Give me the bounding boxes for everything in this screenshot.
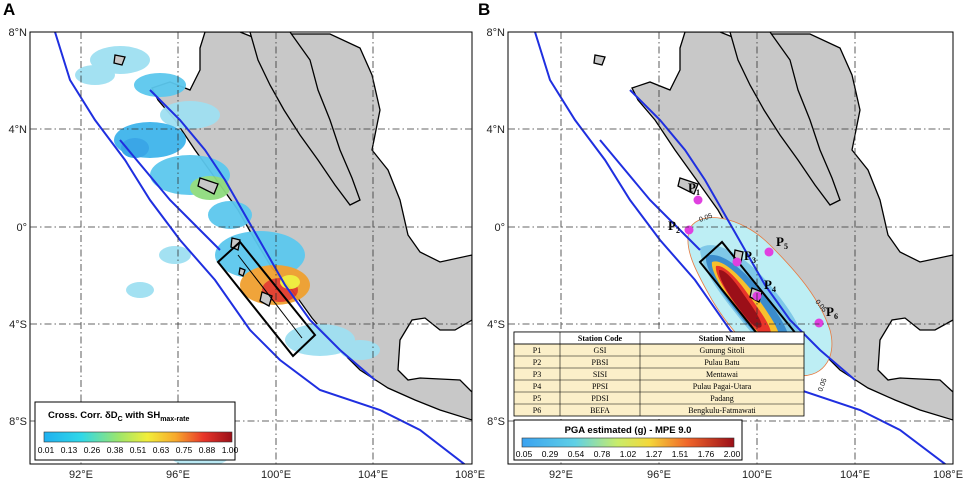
- table-cell: P1: [533, 346, 541, 355]
- lat-label: 8°S: [9, 416, 27, 428]
- table-cell: SISI: [593, 370, 608, 379]
- panel-b-sumatran-fault: [629, 89, 856, 381]
- colorbar-title: PGA estimated (g) - MPE 9.0: [565, 425, 692, 436]
- lon-label: 92°E: [549, 469, 573, 481]
- station-label: P2: [668, 218, 680, 235]
- lat-label: 8°N: [487, 27, 506, 39]
- colorbar-tick: 0.05: [516, 449, 533, 459]
- colorbar-tick: 0.26: [84, 445, 101, 455]
- table-cell: P3: [533, 370, 541, 379]
- colorbar-tick: 0.51: [130, 445, 147, 455]
- station-marker: [693, 195, 703, 205]
- panel-b-letter: B: [478, 0, 491, 19]
- panel-a-mentawai-fault: [119, 139, 221, 251]
- table-cell: BEFA: [590, 406, 610, 415]
- lat-label: 4°S: [487, 319, 505, 331]
- colorbar-title: Cross. Corr. δDC with SHmax-rate: [48, 410, 189, 423]
- station-marker: [684, 225, 694, 235]
- lon-label: 100°E: [742, 469, 772, 481]
- colorbar-tick: 0.01: [38, 445, 55, 455]
- lat-label: 0°: [494, 222, 505, 234]
- table-cell: PPSI: [592, 382, 608, 391]
- lat-label: 4°N: [487, 124, 506, 136]
- colorbar-tick: 0.63: [153, 445, 170, 455]
- panel-b-lon-labels: 92°E 96°E 100°E 104°E 108°E: [549, 469, 963, 481]
- colorbar-tick: 0.78: [594, 449, 611, 459]
- colorbar-tick: 2.00: [724, 449, 741, 459]
- panel-a-map: [54, 32, 472, 464]
- panel-b-sunda-trench: [534, 32, 947, 464]
- lon-label: 104°E: [358, 469, 388, 481]
- lat-label: 8°N: [9, 27, 28, 39]
- colorbar-tick: 0.54: [568, 449, 585, 459]
- station-marker: [732, 257, 742, 267]
- colorbar-tick: 0.29: [542, 449, 559, 459]
- station-label: P6: [826, 304, 838, 321]
- colorbar-tick: 0.38: [107, 445, 124, 455]
- contour-label: 0.05: [817, 377, 828, 392]
- colorbar-tick: 1.76: [698, 449, 715, 459]
- table-cell: Padang: [710, 394, 734, 403]
- station-label: P4: [764, 277, 776, 294]
- lon-label: 96°E: [166, 469, 190, 481]
- colorbar-ramp: [43, 431, 233, 443]
- lon-label: 92°E: [69, 469, 93, 481]
- table-cell: P4: [533, 382, 541, 391]
- table-header: Station Name: [699, 334, 746, 343]
- panel-a-rupture-box: [216, 240, 317, 358]
- panel-a-lat-labels: 8°N 4°N 0° 4°S 8°S: [9, 27, 28, 428]
- lon-label: 104°E: [840, 469, 870, 481]
- table-cell: GSI: [594, 346, 607, 355]
- table-header: Station Code: [578, 334, 623, 343]
- panel-a-frame: [29, 31, 473, 465]
- station-label: P5: [776, 234, 788, 251]
- table-cell: P6: [533, 406, 541, 415]
- table-cell: P2: [533, 358, 541, 367]
- panel-a-landmass: [151, 32, 472, 421]
- panel-a-colorbar: Cross. Corr. δDC with SHmax-rate 0.01 0.1…: [34, 401, 239, 461]
- panel-a-sumatran-fault: [149, 89, 376, 381]
- station-table: Station Code Station Name P1 GSI Gunung Si…: [513, 331, 805, 417]
- panel-b-colorbar: PGA estimated (g) - MPE 9.0 0.05 0.29 0.54…: [513, 419, 743, 461]
- panel-a-sunda-trench: [54, 32, 466, 464]
- contour-label: 0.05: [698, 213, 713, 224]
- panel-b-stations: P1 P2 P3 P4 P5 P6: [668, 180, 838, 328]
- lat-label: 0°: [16, 222, 27, 234]
- table-cell: PBSI: [592, 358, 609, 367]
- table-cell: Gunung Sitoli: [699, 346, 745, 355]
- panel-a-letter: A: [3, 0, 16, 19]
- lat-label: 4°N: [9, 124, 28, 136]
- lon-label: 96°E: [647, 469, 671, 481]
- table-cell: P5: [533, 394, 541, 403]
- lat-label: 4°S: [9, 319, 27, 331]
- colorbar-tick: 1.51: [672, 449, 689, 459]
- colorbar-tick: 0.13: [61, 445, 78, 455]
- station-marker: [814, 318, 824, 328]
- panel-b-peninsula: [729, 32, 841, 206]
- colorbar-tick: 1.27: [646, 449, 663, 459]
- panel-b-lat-labels: 8°N 4°N 0° 4°S 8°S: [487, 27, 506, 428]
- panel-b-mentawai-fault: [599, 139, 701, 251]
- colorbar-tick: 0.88: [199, 445, 216, 455]
- table-cell: Pulau Batu: [704, 358, 739, 367]
- station-marker: [764, 247, 774, 257]
- lat-label: 8°S: [487, 416, 505, 428]
- colorbar-tick: 1.02: [620, 449, 637, 459]
- lon-label: 108°E: [455, 469, 485, 481]
- panel-b-frame: [507, 31, 954, 465]
- panel-a-peninsula: [249, 32, 361, 206]
- station-label: P3: [744, 248, 756, 265]
- panel-a-lon-labels: 92°E 96°E 100°E 104°E 108°E: [69, 469, 485, 481]
- colorbar-ramp: [521, 437, 735, 448]
- lon-label: 100°E: [261, 469, 291, 481]
- table-cell: Mentawai: [706, 370, 739, 379]
- colorbar-tick: 1.00: [222, 445, 239, 455]
- colorbar-tick: 0.75: [176, 445, 193, 455]
- table-cell: Bengkulu-Fatmawati: [688, 406, 756, 415]
- table-cell: Pulau Pagai-Utara: [693, 382, 752, 391]
- lon-label: 108°E: [933, 469, 963, 481]
- station-label: P1: [688, 180, 700, 197]
- table-cell: PDSI: [591, 394, 609, 403]
